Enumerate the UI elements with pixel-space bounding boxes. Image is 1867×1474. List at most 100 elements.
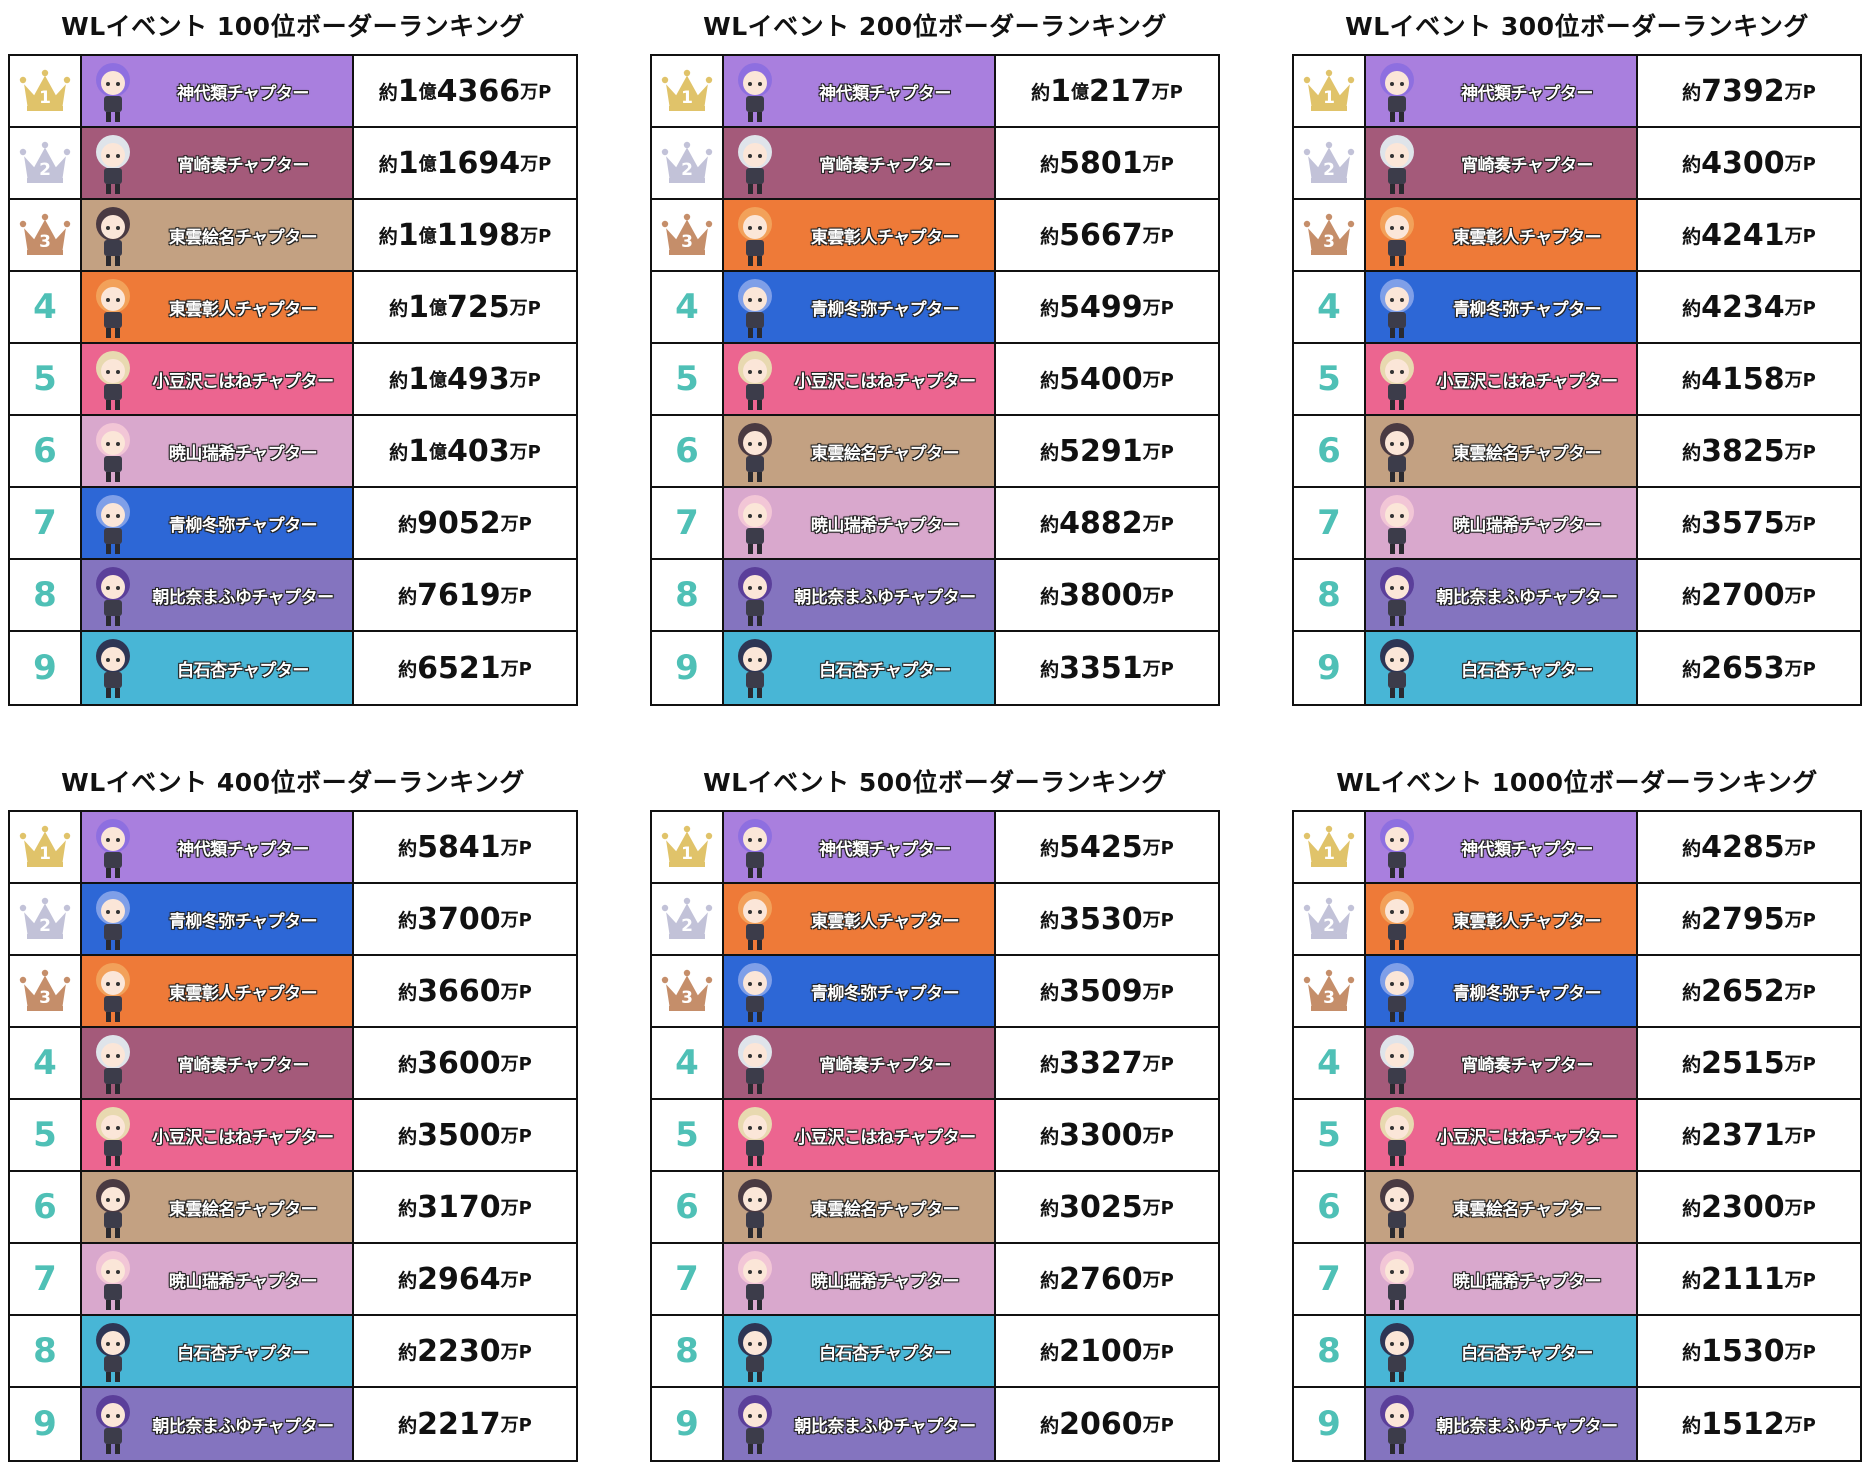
table-row: 2 宵崎奏チャプター 約 1 億 1694 万P	[10, 128, 576, 200]
chapter-name: 青柳冬弥チャプター	[168, 515, 318, 536]
chapter-cell: 東雲彰人チャプター	[724, 884, 996, 954]
rank-number: 4	[1317, 287, 1341, 327]
score-cell: 約 5499 万P	[996, 272, 1218, 342]
panel-title: WLイベント 300位ボーダーランキング	[1345, 12, 1809, 41]
chapter-cell: 暁山瑞希チャプター	[82, 1244, 354, 1314]
rank-number: 8	[1317, 575, 1341, 615]
rank-number: 5	[33, 1115, 57, 1155]
table-row: 6 東雲絵名チャプター 約 3170 万P	[10, 1172, 576, 1244]
rank-cell: 4	[10, 1028, 82, 1098]
score-unit: 万P	[1784, 1342, 1816, 1363]
chapter-cell: 朝比奈まふゆチャプター	[724, 1388, 996, 1460]
score-value: 5801	[1059, 145, 1143, 181]
table-row: 3 東雲彰人チャプター 約 3660 万P	[10, 956, 576, 1028]
score-value: 3351	[1059, 650, 1143, 686]
character-avatar	[738, 819, 772, 878]
score-prefix: 約	[398, 837, 418, 860]
panel-title: WLイベント 100位ボーダーランキング	[61, 12, 525, 41]
rank-cell: 4	[652, 272, 724, 342]
chapter-cell: 白石杏チャプター	[724, 1316, 996, 1386]
rank-cell: 1	[10, 812, 82, 882]
score-cell: 約 1 億 403 万P	[354, 416, 576, 486]
score-prefix: 約	[1040, 513, 1060, 536]
chapter-name: 宵崎奏チャプター	[177, 1055, 309, 1076]
character-avatar	[96, 891, 130, 950]
silver-crown-icon: 2	[1302, 896, 1356, 942]
score-cell: 約 4882 万P	[996, 488, 1218, 558]
chapter-name: 暁山瑞希チャプター	[810, 1271, 960, 1292]
score-unit: 万P	[509, 442, 541, 463]
rank-number: 8	[33, 575, 57, 615]
score-cell: 約 1 億 725 万P	[354, 272, 576, 342]
character-avatar	[738, 1179, 772, 1238]
chapter-cell: 神代類チャプター	[1366, 56, 1638, 126]
table-row: 2 宵崎奏チャプター 約 4300 万P	[1294, 128, 1860, 200]
table-row: 6 東雲絵名チャプター 約 3825 万P	[1294, 416, 1860, 488]
table-row: 5 小豆沢こはねチャプター約 3300 万P	[652, 1100, 1218, 1172]
rank-cell: 5	[10, 1100, 82, 1170]
score-unit: 万P	[1784, 838, 1816, 859]
chapter-cell: 小豆沢こはねチャプター	[82, 344, 354, 414]
score-prefix: 約	[378, 81, 398, 104]
chapter-name: 白石杏チャプター	[819, 1343, 951, 1364]
score-unit: 万P	[500, 1342, 532, 1363]
score-unit: 万P	[1784, 1198, 1816, 1219]
score-unit: 万P	[1142, 1126, 1174, 1147]
character-avatar	[738, 279, 772, 338]
chapter-name: 青柳冬弥チャプター	[810, 299, 960, 320]
character-avatar	[738, 423, 772, 482]
rank-number: 5	[675, 1115, 699, 1155]
table-row: 5 小豆沢こはねチャプター約 2371 万P	[1294, 1100, 1860, 1172]
silver-crown-icon: 2	[18, 896, 72, 942]
character-avatar	[96, 639, 130, 698]
svg-text:3: 3	[1323, 988, 1335, 1008]
chapter-name: 青柳冬弥チャプター	[1452, 299, 1602, 320]
character-avatar	[1380, 351, 1414, 410]
score-cell: 約 4300 万P	[1638, 128, 1860, 198]
score-unit: 万P	[1142, 1198, 1174, 1219]
panel-title: WLイベント 400位ボーダーランキング	[61, 768, 525, 797]
table-row: 3 東雲彰人チャプター 約 4241 万P	[1294, 200, 1860, 272]
svg-text:2: 2	[1323, 160, 1335, 180]
score-value: 2230	[417, 1333, 501, 1369]
rank-cell: 8	[1294, 1316, 1366, 1386]
bronze-crown-icon: 3	[660, 212, 714, 258]
table-row: 3 青柳冬弥チャプター 約 3509 万P	[652, 956, 1218, 1028]
character-avatar	[738, 1251, 772, 1310]
rank-cell: 1	[652, 56, 724, 126]
character-avatar	[1380, 891, 1414, 950]
svg-text:3: 3	[681, 988, 693, 1008]
table-row: 5 小豆沢こはねチャプター約 5400 万P	[652, 344, 1218, 416]
score-value: 5291	[1059, 433, 1143, 469]
rank-number: 5	[1317, 1115, 1341, 1155]
table-row: 4 宵崎奏チャプター 約 2515 万P	[1294, 1028, 1860, 1100]
score-prefix: 約	[389, 297, 409, 320]
score-cell: 約 4241 万P	[1638, 200, 1860, 270]
silver-crown-icon: 2	[660, 140, 714, 186]
chapter-name: 東雲彰人チャプター	[168, 299, 318, 320]
chapter-name: 東雲絵名チャプター	[168, 227, 318, 248]
score-prefix: 約	[398, 1125, 418, 1148]
score-prefix: 約	[1040, 1269, 1060, 1292]
score-oku-unit: 億	[429, 298, 448, 319]
score-cell: 約 3300 万P	[996, 1100, 1218, 1170]
table-row: 6 東雲絵名チャプター 約 2300 万P	[1294, 1172, 1860, 1244]
chapter-name: 朝比奈まふゆチャプター	[1436, 1416, 1618, 1437]
character-avatar	[1380, 639, 1414, 698]
svg-text:1: 1	[1323, 88, 1335, 108]
score-cell: 約 2217 万P	[354, 1388, 576, 1460]
score-unit: 万P	[1142, 586, 1174, 607]
table-row: 8 朝比奈まふゆチャプター約 2700 万P	[1294, 560, 1860, 632]
chapter-cell: 東雲彰人チャプター	[82, 956, 354, 1026]
score-value: 4234	[1701, 289, 1785, 325]
table-row: 3 東雲絵名チャプター 約 1 億 1198 万P	[10, 200, 576, 272]
rank-cell: 6	[10, 1172, 82, 1242]
chapter-cell: 東雲絵名チャプター	[82, 1172, 354, 1242]
svg-text:1: 1	[39, 844, 51, 864]
score-cell: 約 5841 万P	[354, 812, 576, 882]
bronze-crown-icon: 3	[1302, 212, 1356, 258]
ranking-panel-1000: WLイベント 1000位ボーダーランキング 1 神代類チャプター約 4285 万P 2 東雲…	[1292, 756, 1862, 1462]
character-avatar	[96, 819, 130, 878]
rank-cell: 8	[10, 1316, 82, 1386]
rank-number: 4	[33, 1043, 57, 1083]
